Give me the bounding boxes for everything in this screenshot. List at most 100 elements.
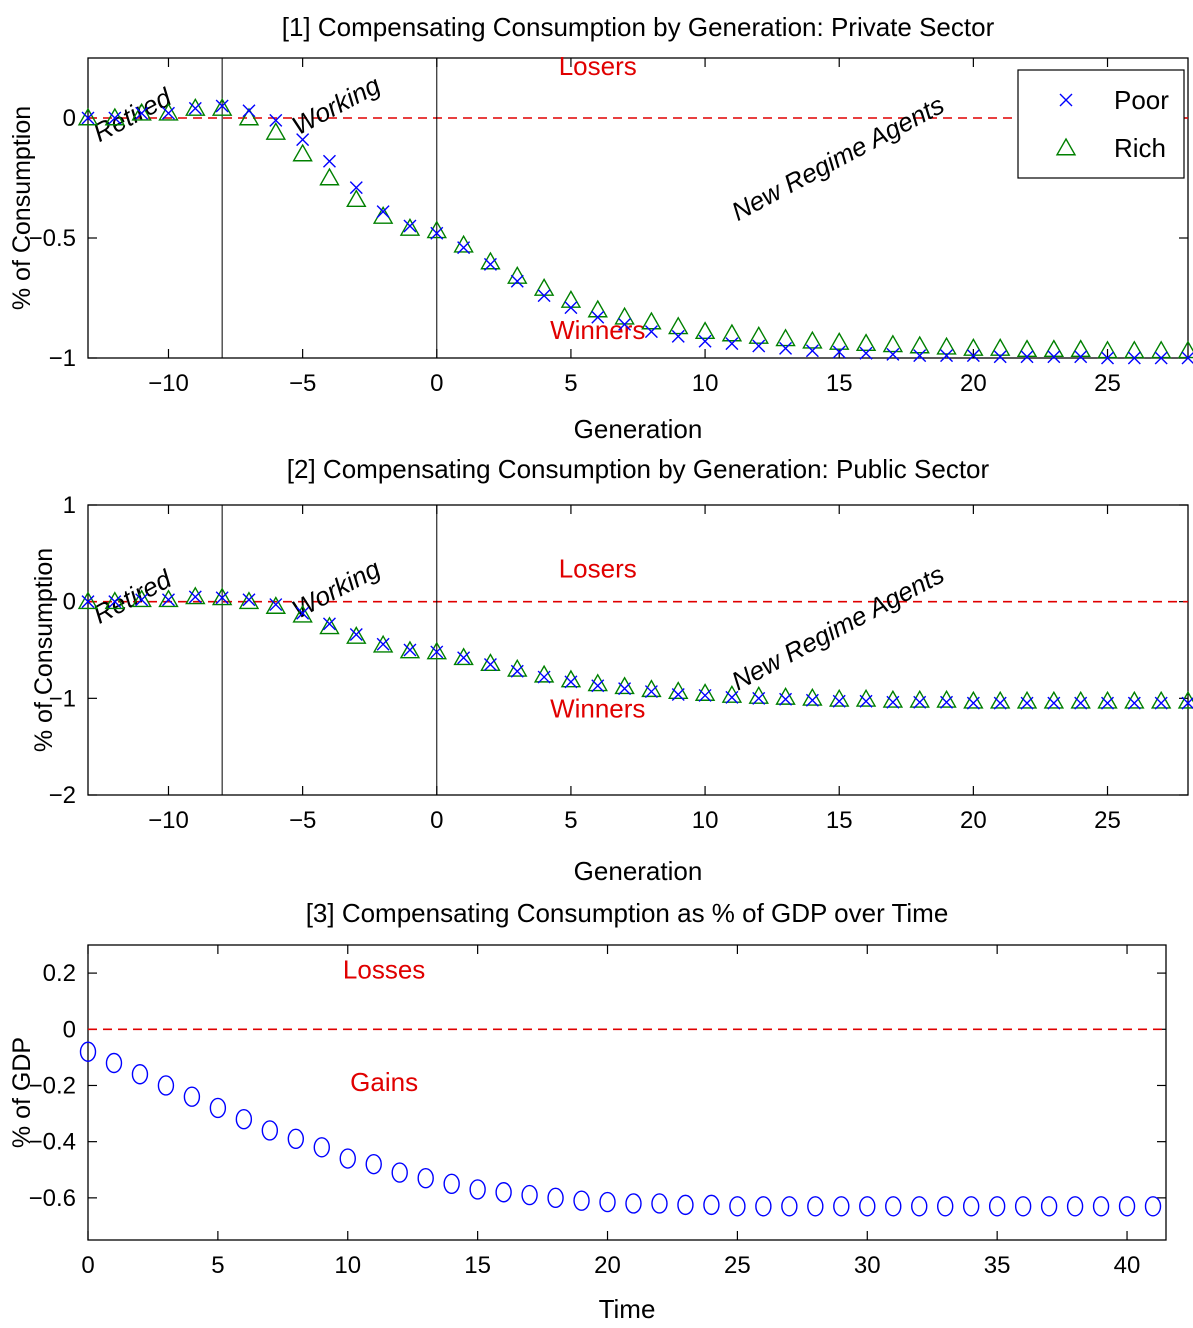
data-point-gdp bbox=[1066, 1196, 1084, 1217]
data-point-rich bbox=[1097, 690, 1118, 709]
data-point-gdp bbox=[469, 1179, 486, 1200]
annotation-bottom: Gains bbox=[350, 1067, 418, 1097]
x-tick-label: 35 bbox=[984, 1252, 1011, 1279]
data-point-rich bbox=[185, 97, 206, 116]
data-point-gdp bbox=[365, 1153, 382, 1175]
data-point-poor bbox=[859, 694, 873, 708]
data-point-rich bbox=[238, 107, 260, 126]
x-tick-label: −5 bbox=[289, 370, 316, 397]
data-point-poor bbox=[242, 104, 256, 118]
data-point-rich bbox=[1043, 690, 1065, 709]
data-point-poor bbox=[913, 695, 927, 709]
data-point-poor bbox=[698, 688, 712, 702]
data-point-gdp bbox=[443, 1173, 460, 1195]
data-point-rich bbox=[614, 676, 635, 695]
data-point-gdp bbox=[521, 1184, 538, 1206]
data-point-poor bbox=[81, 111, 95, 125]
legend-marker-rich bbox=[1055, 137, 1077, 156]
data-point-poor bbox=[1181, 351, 1193, 365]
data-point-poor bbox=[322, 154, 336, 168]
data-point-poor bbox=[913, 349, 927, 363]
data-point-rich bbox=[1070, 690, 1091, 709]
y-axis-label: % of GDP bbox=[8, 1037, 36, 1148]
data-point-rich bbox=[238, 591, 260, 610]
x-tick-label: 30 bbox=[854, 1252, 881, 1279]
data-point-rich bbox=[480, 653, 501, 671]
data-point-rich bbox=[829, 688, 850, 707]
data-point-poor bbox=[269, 598, 283, 612]
data-point-poor bbox=[483, 658, 497, 671]
data-point-poor bbox=[644, 325, 658, 339]
data-point-rich bbox=[158, 589, 179, 608]
data-point-gdp bbox=[1092, 1196, 1110, 1217]
data-point-poor bbox=[886, 347, 900, 361]
data-point-gdp bbox=[677, 1194, 694, 1216]
data-point-poor bbox=[215, 591, 229, 605]
data-point-rich bbox=[775, 328, 796, 347]
data-point-gdp bbox=[755, 1196, 772, 1217]
data-point-rich bbox=[855, 688, 877, 707]
y-axis-label: % of Consumption bbox=[30, 548, 58, 752]
x-axis-label: Generation bbox=[574, 414, 703, 444]
legend-label: Rich bbox=[1114, 133, 1166, 163]
x-tick-label: 15 bbox=[464, 1252, 491, 1279]
data-point-rich bbox=[882, 334, 904, 353]
data-point-poor bbox=[1074, 696, 1088, 710]
data-point-gdp bbox=[911, 1196, 928, 1217]
data-point-poor bbox=[1020, 350, 1034, 364]
data-point-rich bbox=[802, 330, 823, 349]
data-point-poor bbox=[1047, 350, 1061, 364]
data-point-poor bbox=[618, 317, 632, 331]
data-point-gdp bbox=[859, 1196, 876, 1217]
x-tick-label: 20 bbox=[960, 370, 987, 397]
x-tick-label: 25 bbox=[724, 1252, 751, 1279]
data-point-poor bbox=[1101, 351, 1115, 365]
x-tick-label: 0 bbox=[430, 807, 443, 834]
data-point-gdp bbox=[988, 1196, 1006, 1217]
data-point-rich bbox=[989, 337, 1011, 356]
data-point-rich bbox=[694, 321, 716, 340]
y-axis-label: % of Consumption bbox=[8, 106, 36, 310]
data-point-gdp bbox=[495, 1182, 512, 1203]
data-point-rich bbox=[399, 640, 421, 659]
data-point-rich bbox=[721, 685, 743, 703]
data-point-gdp bbox=[1040, 1196, 1058, 1217]
data-point-poor bbox=[993, 350, 1007, 364]
data-point-rich bbox=[265, 121, 287, 140]
data-point-poor bbox=[618, 682, 632, 696]
data-point-poor bbox=[483, 257, 497, 271]
data-point-rich bbox=[641, 311, 662, 330]
data-point-poor bbox=[725, 337, 739, 351]
data-point-gdp bbox=[599, 1191, 616, 1213]
data-point-rich bbox=[802, 687, 823, 706]
y-tick-label: −1 bbox=[49, 345, 76, 372]
data-point-poor bbox=[510, 664, 524, 678]
data-point-poor bbox=[725, 690, 739, 704]
data-point-poor bbox=[940, 695, 954, 709]
data-point-poor bbox=[832, 345, 846, 359]
data-point-poor bbox=[376, 637, 390, 651]
x-tick-label: −5 bbox=[289, 807, 316, 834]
data-point-poor bbox=[564, 675, 578, 689]
data-point-rich bbox=[587, 673, 608, 692]
data-point-poor bbox=[403, 643, 417, 657]
data-point-rich bbox=[829, 331, 850, 350]
data-point-rich bbox=[265, 596, 287, 614]
x-axis-label: Generation bbox=[574, 856, 703, 886]
data-point-poor bbox=[161, 106, 175, 120]
data-point-poor bbox=[1127, 351, 1141, 365]
data-point-rich bbox=[131, 102, 152, 121]
y-tick-label: −2 bbox=[49, 782, 76, 809]
data-point-rich bbox=[372, 634, 394, 653]
data-point-poor bbox=[161, 593, 175, 607]
y-tick-label: −1 bbox=[49, 685, 76, 712]
data-point-rich bbox=[319, 167, 340, 186]
y-tick-label: 0 bbox=[63, 1016, 76, 1043]
data-point-gdp bbox=[105, 1052, 123, 1074]
data-point-poor bbox=[403, 219, 417, 233]
data-point-gdp bbox=[183, 1086, 201, 1107]
data-point-poor bbox=[215, 99, 229, 113]
annotation-top: Losers bbox=[559, 51, 637, 81]
data-point-rich bbox=[775, 686, 796, 705]
